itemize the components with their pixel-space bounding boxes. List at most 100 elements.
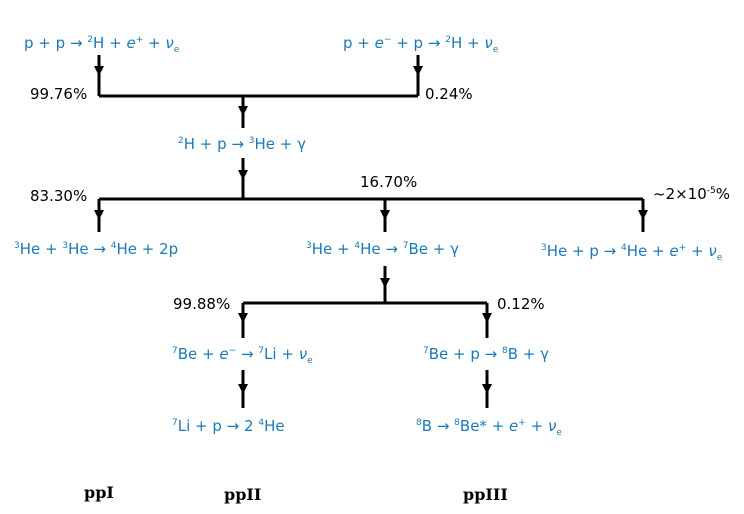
reaction-be7p: 7Be + p → 8B + γ [423,347,549,362]
b8-arrow: → [436,417,450,435]
chain-label-ppIII: ppIII [463,485,508,504]
hep-branch-percent: ~2×10-5% [653,187,730,202]
ppI-product-mass: 4 [110,241,117,251]
reaction-li7p: 7Li + p → 2 4He [172,419,285,434]
reaction-he3he4: 3He + 4He → 7Be + γ [306,242,459,257]
dp-product: He + γ [254,135,307,153]
pp-arrowhead [94,66,104,76]
be7e-neutrino: ν [298,345,308,363]
hep-percent-exponent: -5 [706,186,716,196]
he4-drop-arrowhead [380,210,390,220]
pp-product-mass: 2 [87,35,94,45]
pp-neutrino: ν [165,34,174,52]
be7p-a-mass: 7 [423,346,429,356]
hep-arrow: → [603,242,617,260]
he3he4-product-mass: 7 [402,241,409,251]
level2-stem-arrowhead [238,170,248,180]
be7e-product-mass: 7 [258,346,265,356]
li7p-product-mass: 4 [258,418,265,428]
pp-branch-percent: 99.76% [30,85,88,103]
reaction-be7e: 7Be + e− → 7Li + νe [172,347,313,366]
be7e-product: Li + [264,345,294,363]
pp-positron-charge: + [135,35,144,45]
hep-percent-prefix: ~2×10 [653,185,707,203]
b8-positron: e [509,417,519,435]
li7p-product-count: 2 [244,417,254,435]
he3he4-product: Be + γ [408,240,460,258]
pp-plus1: + [109,34,122,52]
be7e-arrow: → [240,345,254,363]
be7p-product: B + γ [507,345,550,363]
reaction-b8: 8B → 8Be* + e+ + νe [416,419,562,438]
pep-arrow: → [427,34,441,52]
pep-lhs1: p + [343,34,370,52]
hep-drop-arrowhead [638,210,648,220]
be7p-arrow: → [484,345,498,363]
b8-product-mass: 8 [454,418,460,428]
ppI-drop-arrowhead [94,210,104,220]
pep-electron-charge: − [383,35,392,45]
pp-plus2: + [148,34,161,52]
hep-product-mass: 4 [621,243,627,253]
pep-lhs2: + p [396,34,424,52]
reaction-hep: 3He + p → 4He + e+ + νe [541,244,722,263]
reaction-pep: p + e− + p → 2H + νe [343,36,498,55]
be7e-electron-charge: − [228,346,237,356]
ppI-b: He [68,240,89,258]
pep-branch-percent: 0.24% [425,85,473,103]
he4-branch-percent: 16.70% [360,173,418,191]
ppI-b-mass: 3 [62,241,69,251]
chain-label-ppII: ppII [224,485,262,504]
dp-arrow: → [231,135,244,153]
hep-product: He + [626,242,665,260]
dp-reactants: H + p [183,135,227,153]
pep-neutrino-flavor: e [492,45,499,55]
be7e-a: Be + [177,345,215,363]
b8-a: B [421,417,433,435]
ppI-branch-percent: 83.30% [30,187,88,205]
he3he4-b-mass: 4 [354,241,361,251]
hep-percent-suffix: % [715,185,731,203]
b8-neutrino: ν [547,417,557,435]
ppII-branch-percent: 99.88% [173,295,231,313]
li7p-a-mass: 7 [172,418,178,428]
pep-plus: + [467,34,480,52]
be7e-electron: e [219,345,229,363]
be7p-a: Be + p [428,345,480,363]
b8-plus: + [530,417,544,435]
be7e-neutrino-flavor: e [307,356,313,366]
he3he4-a-mass: 3 [306,241,312,251]
hep-a-mass: 3 [541,243,547,253]
li7p-product: He [264,417,285,435]
pp-arrow: → [69,34,83,52]
reaction-pp: p + p → 2H + e+ + νe [24,36,179,55]
be7-stem-arrowhead [380,278,390,288]
ppI-product: He + 2p [116,240,179,258]
b8-stem-arrowhead [482,384,492,394]
pep-electron: e [374,34,384,52]
b8-product: Be* + [459,417,505,435]
he3he4-b: He [360,240,381,258]
reaction-ppI: 3He + 3He → 4He + 2p [14,242,178,257]
ppIII-branch-percent: 0.12% [497,295,545,313]
ppII-drop-arrowhead [238,313,248,323]
hep-neutrino-flavor: e [716,253,723,263]
pp-product: H [93,34,105,52]
hep-neutrino: ν [708,242,717,260]
level1-stem-arrowhead [238,106,248,116]
he3he4-a: He + [311,240,350,258]
b8-neutrino-flavor: e [556,428,562,438]
chain-label-ppI: ppI [84,483,114,502]
be7e-a-mass: 7 [172,346,178,356]
dp-product-mass: 3 [248,136,255,146]
hep-a: He + p [546,242,599,260]
ppIII-drop-arrowhead [482,313,492,323]
ppI-a: He + [19,240,58,258]
pep-product-mass: 2 [445,35,451,45]
b8-positron-charge: + [518,418,526,428]
dp-reactant-mass: 2 [178,136,184,146]
hep-positron-charge: + [678,243,687,253]
ppI-arrow: → [93,240,106,258]
pep-product: H [450,34,463,52]
